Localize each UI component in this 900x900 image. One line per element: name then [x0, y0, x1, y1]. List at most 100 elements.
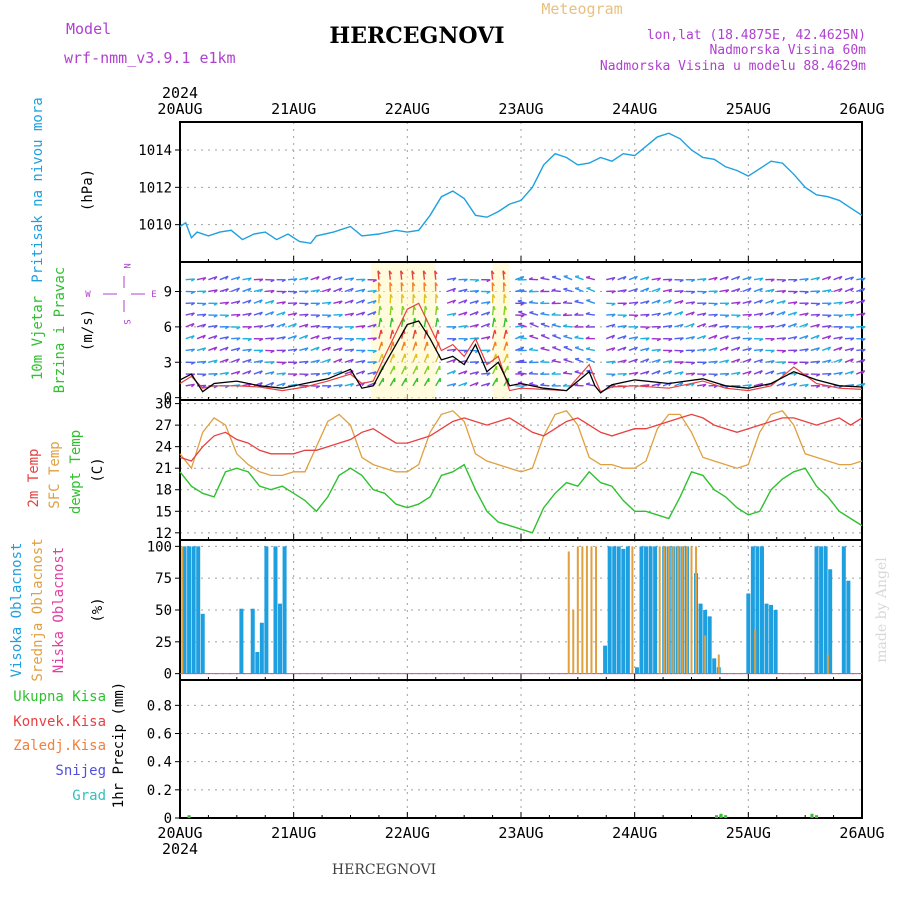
- wind-arrow-head: [517, 299, 522, 302]
- wind-arrow-head: [372, 350, 377, 354]
- wind-arrow-head: [759, 338, 764, 342]
- ytick-label: 1014: [138, 143, 172, 159]
- wind-ylabel-line1: 10m Vjetar: [30, 296, 46, 380]
- wind-arrow: [491, 317, 495, 327]
- wind-arrow-head: [691, 311, 695, 316]
- wind-arrow: [844, 358, 854, 363]
- wind-arrow-head: [793, 323, 798, 328]
- wind-arrow: [299, 323, 309, 328]
- wind-arrow: [856, 348, 866, 352]
- x-tick-bottom: 24AUG: [612, 824, 657, 842]
- wind-arrow: [367, 289, 377, 293]
- wind-arrow: [411, 270, 414, 280]
- x-tick-bottom: 26AUG: [839, 824, 884, 842]
- wind-arrow-head: [316, 359, 320, 364]
- wind-arrow-head: [528, 276, 533, 280]
- wind-arrow-head: [656, 326, 662, 330]
- wind-arrow: [788, 301, 798, 304]
- wind-arrow-head: [562, 370, 568, 374]
- pressure-ylabel: Pritisak na nivou mora (hPa): [30, 97, 96, 282]
- wind-arrow-head: [236, 370, 241, 375]
- ytick-label: 75: [155, 571, 172, 587]
- wind-arrow-head: [782, 311, 786, 316]
- wind-arrow: [242, 370, 252, 375]
- wind-arrow-head: [491, 282, 495, 287]
- wind-arrow-head: [586, 369, 591, 372]
- wind-arrow: [389, 353, 395, 363]
- wind-arrow: [264, 381, 274, 387]
- wind-arrow: [435, 306, 438, 316]
- cloud-bar: [773, 610, 778, 674]
- wind-arrow: [628, 336, 638, 340]
- wind-arrow-head: [422, 270, 427, 275]
- wind-arrow: [242, 348, 252, 352]
- wind-arrow: [742, 300, 752, 304]
- wind-arrow-head: [804, 291, 809, 295]
- wind-arrow-head: [452, 338, 457, 342]
- wind-arrow-head: [552, 346, 557, 349]
- wind-arrow: [367, 299, 377, 304]
- ytick-label: 1010: [138, 218, 172, 234]
- wind-arrow-head: [236, 347, 241, 352]
- wind-arrow-head: [270, 300, 275, 304]
- wind-arrow-head: [816, 276, 821, 281]
- wind-arrow-head: [736, 346, 741, 351]
- wind-arrow-head: [517, 359, 522, 363]
- wind-arrow-head: [529, 310, 534, 314]
- wind-arrow-head: [562, 312, 567, 316]
- wind-arrow-head: [668, 288, 673, 293]
- wind-arrow-head: [388, 270, 393, 275]
- ytick-label: 0.6: [147, 727, 172, 743]
- wind-arrow: [529, 311, 539, 316]
- wind-arrow-head: [517, 348, 522, 352]
- wind-arrow-head: [475, 311, 479, 316]
- wind-arrow-head: [486, 279, 491, 283]
- wind-arrow-head: [493, 317, 497, 323]
- wind-arrow: [651, 299, 661, 304]
- wind-gust-line: [179, 302, 863, 393]
- year-label-bottom: 2024: [162, 840, 198, 858]
- wind-arrow: [299, 313, 309, 316]
- wind-arrow: [378, 329, 382, 339]
- wind-arrow-head: [611, 276, 616, 281]
- wind-arrow: [423, 341, 428, 351]
- cloud-bar: [278, 603, 283, 674]
- wind-arrow-head: [213, 314, 218, 318]
- cloud-bar: [707, 616, 712, 674]
- ytick-label: 25: [155, 635, 172, 651]
- wind-arrow-head: [316, 289, 321, 293]
- cloud-bar: [667, 546, 670, 674]
- legend-convective-rain: Konvek.Kisa: [13, 714, 106, 730]
- wind-arrow: [719, 335, 729, 340]
- ytick-label: 15: [155, 504, 172, 520]
- wind-arrow-head: [861, 338, 866, 342]
- wind-arrow-head: [327, 336, 332, 340]
- wind-arrow-head: [378, 293, 382, 299]
- wind-arrow-head: [213, 324, 218, 329]
- wind-arrow: [776, 381, 786, 387]
- wind-arrow-head: [350, 358, 354, 363]
- wind-speed-line: [179, 320, 863, 394]
- lonlat-label: lon,lat (18.4875E, 42.4625N): [647, 28, 866, 43]
- wind-arrow-head: [338, 326, 343, 330]
- wind-arrow: [185, 322, 195, 328]
- wind-arrow: [230, 347, 241, 352]
- wind-arrow: [540, 347, 550, 352]
- wind-arrow: [574, 275, 584, 281]
- wind-arrow-head: [713, 334, 718, 339]
- wind-arrow: [458, 288, 468, 293]
- wind-arrow: [776, 311, 786, 316]
- wind-arrow-head: [338, 300, 343, 305]
- wind-arrow-head: [213, 335, 218, 340]
- wind-arrow-head: [645, 337, 650, 341]
- wind-arrow-head: [259, 325, 264, 329]
- wind-arrow: [253, 311, 263, 316]
- x-tick-top: 22AUG: [385, 100, 430, 118]
- wind-arrow-head: [656, 338, 662, 342]
- wind-arrow: [574, 358, 584, 363]
- wind-arrow: [685, 372, 695, 375]
- wind-arrow-head: [725, 346, 729, 351]
- wind-arrow: [219, 371, 229, 375]
- wind-arrow: [753, 277, 764, 281]
- wind-arrow-head: [400, 282, 404, 287]
